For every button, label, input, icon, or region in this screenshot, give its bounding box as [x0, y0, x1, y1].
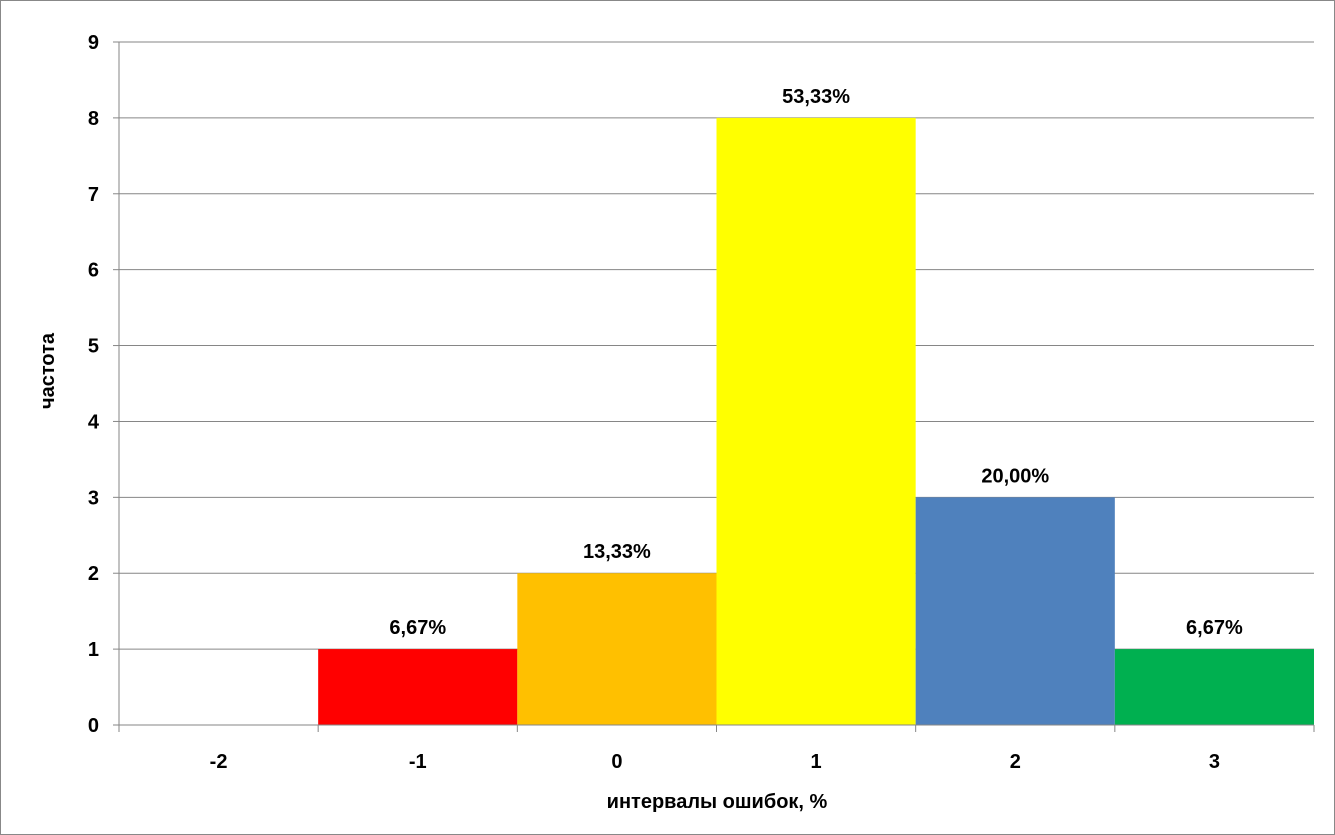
data-labels: 6,67% 13,33% 53,33% 20,00% 6,67% — [389, 86, 1243, 639]
y-axis-label: частота — [37, 332, 59, 409]
x-axis-label: интервалы ошибок, % — [607, 791, 828, 813]
y-tick-label: 7 — [88, 184, 99, 206]
bars — [318, 117, 1314, 725]
data-label: 6,67% — [389, 617, 446, 639]
data-label: 13,33% — [583, 541, 651, 563]
axes — [113, 41, 1315, 732]
y-tick-label: 2 — [88, 563, 99, 585]
data-label: 53,33% — [782, 86, 850, 108]
y-tick-label: 3 — [88, 487, 99, 509]
y-tick-label: 1 — [88, 639, 99, 661]
y-tick-label: 9 — [88, 32, 99, 54]
tick-labels: 0 1 2 3 4 5 6 7 8 9 -2 -1 0 1 2 3 — [88, 32, 1220, 773]
bar-1 — [716, 117, 916, 725]
x-tick-label: -1 — [409, 751, 427, 773]
bar--1 — [318, 649, 518, 725]
data-label: 6,67% — [1186, 617, 1243, 639]
bar-3 — [1114, 649, 1314, 725]
y-tick-label: 8 — [88, 108, 99, 130]
x-tick-label: 2 — [1010, 751, 1021, 773]
data-label: 20,00% — [981, 465, 1049, 487]
y-tick-label: 0 — [88, 715, 99, 737]
x-tick-label: 3 — [1209, 751, 1220, 773]
y-tick-label: 4 — [88, 411, 100, 433]
x-tick-label: 1 — [811, 751, 822, 773]
x-tick-label: -2 — [210, 751, 228, 773]
bar-2 — [915, 497, 1115, 725]
bar-0 — [517, 573, 717, 725]
y-tick-label: 6 — [88, 260, 99, 282]
x-tick-label: 0 — [611, 751, 622, 773]
y-tick-label: 5 — [88, 336, 99, 358]
